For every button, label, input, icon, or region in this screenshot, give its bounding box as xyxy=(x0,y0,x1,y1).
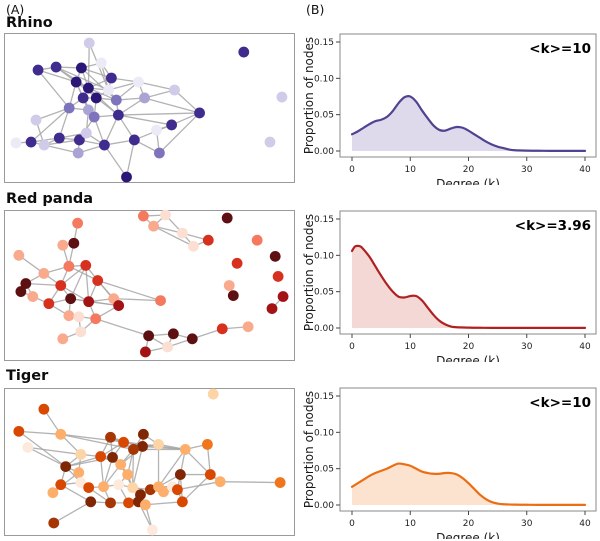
svg-text:Proportion of nodes: Proportion of nodes xyxy=(303,37,316,154)
svg-text:40: 40 xyxy=(579,165,591,175)
svg-text:<k>=10: <k>=10 xyxy=(529,41,591,57)
svg-text:30: 30 xyxy=(521,519,533,529)
rhino-degree-distribution-plot: 0.00 0.05 0.10 0.15 0 10 20 30 40 Degree (k) Propo… xyxy=(303,33,597,185)
svg-text:20: 20 xyxy=(463,519,475,529)
svg-text:20: 20 xyxy=(463,342,475,352)
red-panda-degree-distribution-plot: 0.00 0.05 0.10 0.15 0 10 20 30 40 Degree (k) Propo… xyxy=(303,210,597,362)
svg-text:30: 30 xyxy=(521,165,533,175)
network-title-rhino: Rhino xyxy=(6,15,53,31)
svg-text:0.00: 0.00 xyxy=(314,324,334,334)
tiger-network-graph xyxy=(4,388,295,536)
svg-text:0.10: 0.10 xyxy=(314,251,334,261)
svg-text:40: 40 xyxy=(579,342,591,352)
svg-text:Proportion of nodes: Proportion of nodes xyxy=(303,391,316,508)
svg-text:10: 10 xyxy=(405,342,417,352)
network-title-tiger: Tiger xyxy=(6,368,49,384)
svg-text:0.15: 0.15 xyxy=(314,215,334,225)
svg-text:0: 0 xyxy=(349,519,355,529)
svg-text:0.15: 0.15 xyxy=(314,38,334,48)
svg-text:10: 10 xyxy=(405,165,417,175)
svg-text:0.05: 0.05 xyxy=(314,288,334,298)
panel-a-label: (A) xyxy=(6,2,25,17)
svg-text:<k>=10: <k>=10 xyxy=(529,395,591,411)
red-panda-network-graph xyxy=(4,210,295,361)
svg-text:0.10: 0.10 xyxy=(314,428,334,438)
svg-text:40: 40 xyxy=(579,519,591,529)
network-title-red-panda: Red panda xyxy=(6,191,94,207)
svg-text:0.10: 0.10 xyxy=(314,74,334,84)
svg-text:0.05: 0.05 xyxy=(314,111,334,121)
svg-text:0: 0 xyxy=(349,165,355,175)
svg-text:0: 0 xyxy=(349,342,355,352)
svg-text:Degree (k): Degree (k) xyxy=(436,354,500,362)
svg-text:0.05: 0.05 xyxy=(314,465,334,475)
svg-text:Proportion of nodes: Proportion of nodes xyxy=(303,214,316,331)
svg-text:0.00: 0.00 xyxy=(314,501,334,511)
rhino-network-graph xyxy=(4,33,295,183)
svg-text:Degree (k): Degree (k) xyxy=(436,177,500,185)
svg-text:10: 10 xyxy=(405,519,417,529)
svg-text:30: 30 xyxy=(521,342,533,352)
panel-b-label: (B) xyxy=(306,2,325,17)
svg-text:20: 20 xyxy=(463,165,475,175)
svg-text:0.15: 0.15 xyxy=(314,392,334,402)
svg-text:Degree (k): Degree (k) xyxy=(436,531,500,539)
svg-text:0.00: 0.00 xyxy=(314,147,334,157)
tiger-degree-distribution-plot: 0.00 0.05 0.10 0.15 0 10 20 30 40 Degree (k) Propo… xyxy=(303,387,597,539)
svg-text:<k>=3.96: <k>=3.96 xyxy=(515,218,591,234)
